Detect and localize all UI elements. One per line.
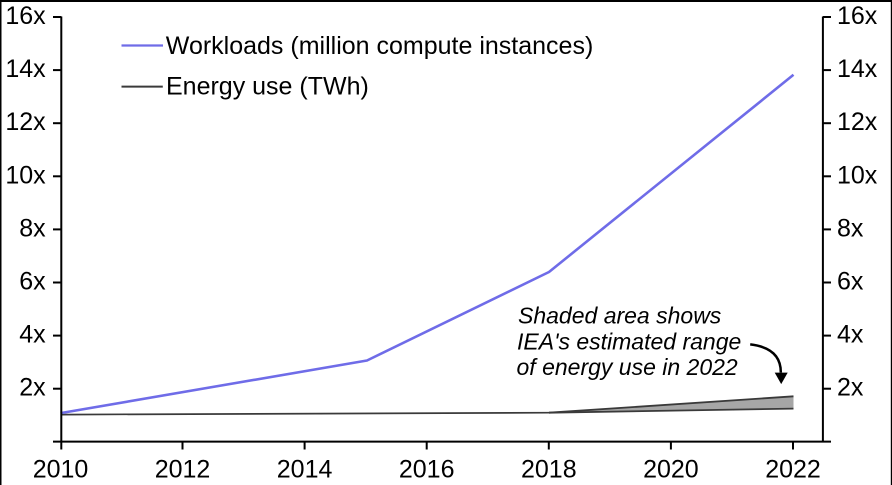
svg-text:2022: 2022 — [765, 455, 821, 483]
svg-text:16x: 16x — [5, 2, 46, 30]
svg-text:2x: 2x — [837, 374, 864, 402]
svg-text:2x: 2x — [19, 374, 46, 402]
svg-text:4x: 4x — [19, 321, 46, 349]
svg-text:IEA's estimated range: IEA's estimated range — [517, 328, 741, 354]
svg-text:16x: 16x — [837, 2, 878, 30]
svg-text:12x: 12x — [837, 108, 878, 136]
svg-text:10x: 10x — [5, 161, 46, 189]
svg-text:4x: 4x — [837, 321, 864, 349]
svg-text:14x: 14x — [837, 55, 878, 83]
svg-text:Energy use (TWh): Energy use (TWh) — [166, 73, 369, 101]
svg-text:2016: 2016 — [399, 455, 455, 483]
svg-text:2010: 2010 — [33, 455, 89, 483]
svg-text:10x: 10x — [837, 161, 878, 189]
svg-text:of energy use in 2022: of energy use in 2022 — [517, 354, 738, 380]
svg-text:2014: 2014 — [277, 455, 333, 483]
svg-text:Shaded area shows: Shaded area shows — [518, 303, 722, 329]
svg-text:8x: 8x — [19, 214, 46, 242]
svg-text:6x: 6x — [837, 268, 864, 296]
svg-text:6x: 6x — [19, 268, 46, 296]
svg-text:8x: 8x — [837, 214, 864, 242]
svg-text:Workloads (million compute ins: Workloads (million compute instances) — [166, 32, 593, 60]
svg-text:2018: 2018 — [521, 455, 577, 483]
svg-text:2020: 2020 — [643, 455, 699, 483]
svg-text:12x: 12x — [5, 108, 46, 136]
svg-text:14x: 14x — [5, 55, 46, 83]
svg-text:2012: 2012 — [155, 455, 211, 483]
